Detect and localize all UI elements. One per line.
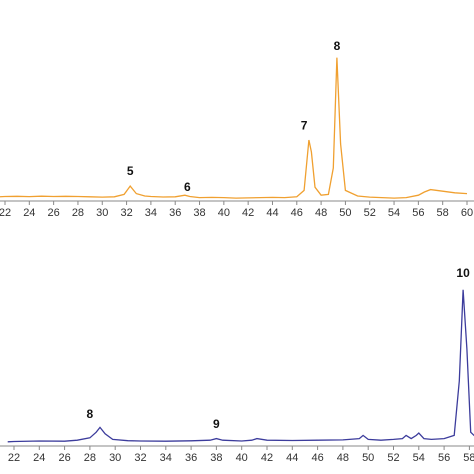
x-tick-label: 22 (0, 207, 11, 219)
x-tick-label: 38 (210, 452, 222, 464)
peak-label: 6 (184, 180, 191, 194)
x-tick-label: 40 (236, 452, 248, 464)
x-tick-label: 28 (84, 452, 96, 464)
x-tick-label: 44 (286, 452, 298, 464)
x-tick-label: 56 (412, 207, 424, 219)
peak-label: 10 (456, 266, 470, 280)
x-tick-label: 26 (48, 207, 60, 219)
x-tick-label: 46 (291, 207, 303, 219)
x-tick-label: 50 (362, 452, 374, 464)
x-tick-label: 54 (388, 207, 400, 219)
x-tick-label: 56 (438, 452, 450, 464)
x-tick-label: 58 (437, 207, 449, 219)
x-tick-label: 42 (242, 207, 254, 219)
x-tick-label: 34 (145, 207, 157, 219)
x-tick-label: 28 (72, 207, 84, 219)
chromatogram-line (7, 289, 474, 443)
x-tick-label: 60 (461, 207, 473, 219)
x-tick-label: 58 (463, 452, 474, 464)
chromatogram-line (0, 57, 468, 199)
x-tick-label: 32 (134, 452, 146, 464)
x-tick-label: 38 (193, 207, 205, 219)
x-tick-label: 44 (266, 207, 278, 219)
x-tick-label: 52 (387, 452, 399, 464)
x-tick-label: 24 (23, 207, 35, 219)
x-tick-label: 50 (339, 207, 351, 219)
x-tick-label: 32 (120, 207, 132, 219)
peak-label: 9 (213, 417, 220, 431)
peak-label: 5 (127, 164, 134, 178)
x-tick-label: 42 (261, 452, 273, 464)
x-tick-label: 34 (160, 452, 172, 464)
x-tick-label: 30 (109, 452, 121, 464)
peak-label: 8 (87, 407, 94, 421)
peak-label: 8 (334, 39, 341, 53)
peak-label: 7 (301, 119, 308, 133)
x-tick-label: 48 (315, 207, 327, 219)
x-tick-label: 24 (33, 452, 45, 464)
x-tick-label: 26 (58, 452, 70, 464)
x-tick-label: 52 (364, 207, 376, 219)
x-tick-label: 54 (413, 452, 425, 464)
x-tick-label: 22 (8, 452, 20, 464)
x-tick-label: 36 (169, 207, 181, 219)
x-tick-label: 36 (185, 452, 197, 464)
x-tick-label: 46 (311, 452, 323, 464)
x-tick-label: 30 (96, 207, 108, 219)
x-tick-label: 40 (218, 207, 230, 219)
x-tick-label: 48 (337, 452, 349, 464)
